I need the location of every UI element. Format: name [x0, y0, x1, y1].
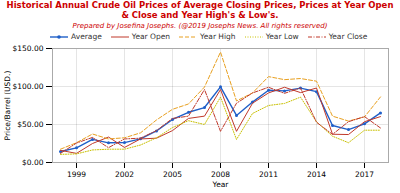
svg-text:Price/Barrel (USD.): Price/Barrel (USD.)	[3, 70, 12, 140]
html-text:Year Low: Year Low	[265, 31, 299, 41]
svg-text:$150.00: $150.00	[12, 44, 43, 53]
html-text:Prepared by Josefina Josephs.: Prepared by Josefina Josephs. (@2019 Jos…	[72, 21, 328, 30]
html-text:Average: Average	[71, 31, 102, 41]
svg-text:1999: 1999	[67, 169, 86, 178]
html-text:Historical Annual Crude Oil Pr: Historical Annual Crude Oil Prices of Av…	[6, 0, 394, 20]
svg-text:2008: 2008	[211, 169, 230, 178]
html-text:Year Close: Year Close	[328, 31, 368, 41]
svg-text:$50.00: $50.00	[17, 120, 43, 129]
svg-text:2017: 2017	[355, 169, 374, 178]
svg-text:Year: Year	[212, 179, 230, 188]
svg-text:$100.00: $100.00	[12, 82, 43, 91]
svg-text:2005: 2005	[163, 169, 182, 178]
svg-text:$0.00: $0.00	[22, 158, 44, 167]
svg-text:2002: 2002	[115, 169, 134, 178]
html-text:Year Open: Year Open	[131, 31, 171, 41]
svg-text:2014: 2014	[307, 169, 326, 178]
svg-text:2011: 2011	[259, 169, 278, 178]
html-text:Year High: Year High	[200, 31, 236, 41]
